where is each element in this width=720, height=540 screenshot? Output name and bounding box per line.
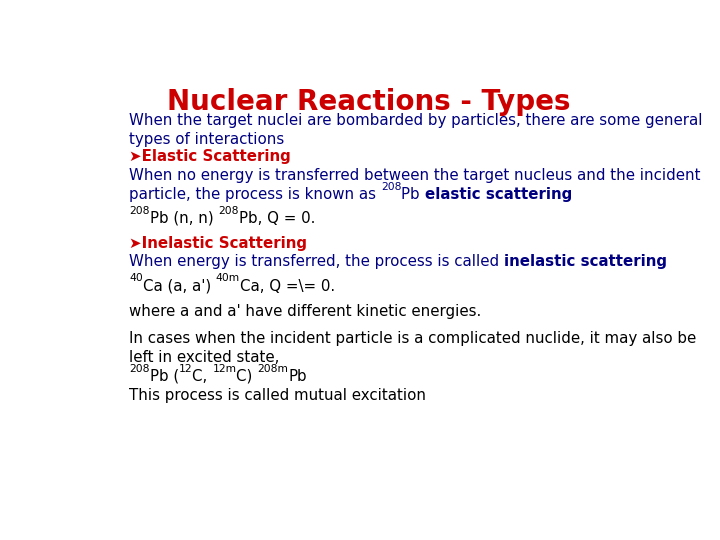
Text: Pb, Q = 0.: Pb, Q = 0.	[238, 211, 315, 226]
Text: Ca, Q =\= 0.: Ca, Q =\= 0.	[240, 279, 335, 294]
Text: 40m: 40m	[216, 273, 240, 284]
Text: 12: 12	[179, 363, 192, 374]
Text: When energy is transferred, the process is called: When energy is transferred, the process …	[129, 254, 504, 269]
Text: This process is called mutual excitation: This process is called mutual excitation	[129, 388, 426, 402]
Text: When the target nuclei are bombarded by particles, there are some general: When the target nuclei are bombarded by …	[129, 113, 703, 128]
Text: ➤Inelastic Scattering: ➤Inelastic Scattering	[129, 236, 307, 251]
Text: Pb (n, n): Pb (n, n)	[150, 211, 218, 226]
Text: ➤Elastic Scattering: ➤Elastic Scattering	[129, 149, 291, 164]
Text: particle, the process is known as: particle, the process is known as	[129, 187, 381, 201]
Text: 208: 208	[129, 206, 150, 215]
Text: types of interactions: types of interactions	[129, 132, 284, 147]
Text: Pb: Pb	[401, 187, 425, 201]
Text: Ca (a, a'): Ca (a, a')	[143, 279, 216, 294]
Text: 40: 40	[129, 273, 143, 284]
Text: Pb (: Pb (	[150, 369, 179, 384]
Text: C,: C,	[192, 369, 212, 384]
Text: 208m: 208m	[258, 363, 288, 374]
Text: 208: 208	[218, 206, 238, 215]
Text: 12m: 12m	[212, 363, 236, 374]
Text: Pb: Pb	[288, 369, 307, 384]
Text: elastic scattering: elastic scattering	[425, 187, 572, 201]
Text: C): C)	[236, 369, 258, 384]
Text: left in excited state,: left in excited state,	[129, 350, 279, 365]
Text: 208: 208	[129, 363, 150, 374]
Text: In cases when the incident particle is a complicated nuclide, it may also be: In cases when the incident particle is a…	[129, 332, 696, 346]
Text: inelastic scattering: inelastic scattering	[504, 254, 667, 269]
Text: 208: 208	[381, 181, 401, 192]
Text: Nuclear Reactions - Types: Nuclear Reactions - Types	[167, 87, 571, 116]
Text: When no energy is transferred between the target nucleus and the incident: When no energy is transferred between th…	[129, 168, 701, 183]
Text: where a and a' have different kinetic energies.: where a and a' have different kinetic en…	[129, 303, 481, 319]
